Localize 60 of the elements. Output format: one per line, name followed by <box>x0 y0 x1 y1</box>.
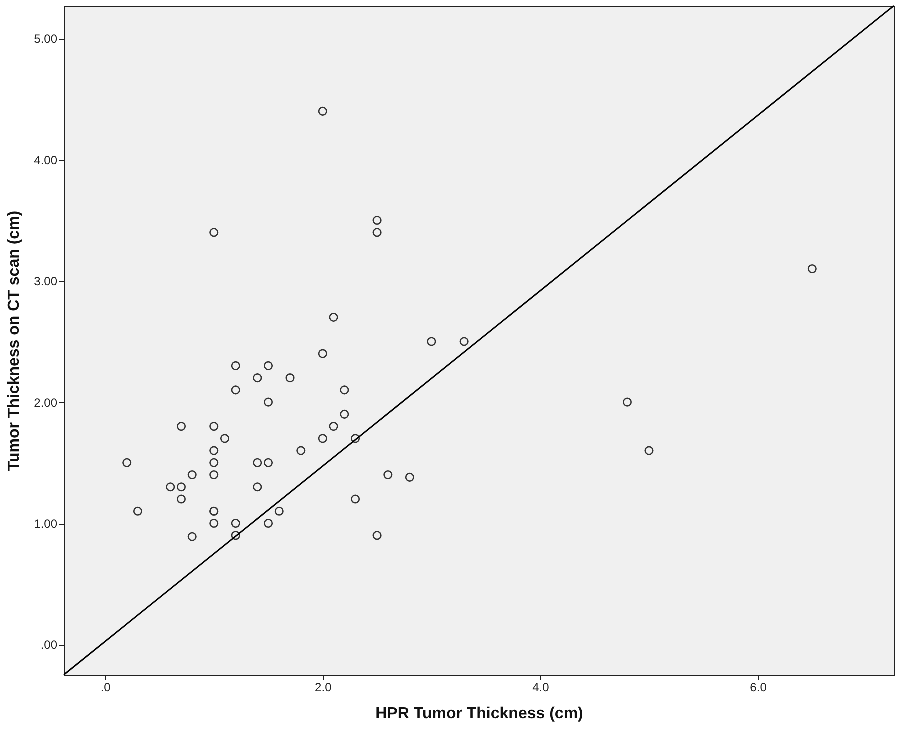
point <box>340 410 350 419</box>
point <box>296 446 306 456</box>
point <box>318 434 328 444</box>
point <box>176 494 186 504</box>
point <box>253 374 262 383</box>
point <box>318 106 328 116</box>
y-tick-label: 2.00 <box>34 396 58 410</box>
point <box>384 470 393 480</box>
x-axis-title: HPR Tumor Thickness (cm) <box>376 706 584 722</box>
point <box>253 458 262 468</box>
point <box>264 518 274 528</box>
x-tick-label: 6.0 <box>750 680 768 694</box>
y-tick-label: 1.00 <box>34 517 58 532</box>
y-tick-label: 3.00 <box>34 274 58 289</box>
point <box>210 446 219 456</box>
point <box>231 518 240 528</box>
point <box>122 458 132 468</box>
y-axis-title: Tumor Thickness on CT scan (cm) <box>6 210 24 472</box>
point <box>286 374 295 383</box>
point <box>460 337 469 346</box>
point <box>372 531 382 540</box>
point <box>231 531 240 540</box>
point <box>253 482 262 492</box>
point <box>622 398 632 407</box>
point <box>231 361 240 370</box>
point <box>340 386 350 395</box>
point <box>644 446 654 456</box>
point <box>166 482 176 492</box>
point <box>264 361 274 370</box>
point <box>231 386 240 395</box>
x-tick-label: 4.0 <box>532 680 550 694</box>
point <box>351 494 360 504</box>
y-tick-label: 5.00 <box>34 32 58 46</box>
point <box>329 312 338 322</box>
point <box>188 470 197 480</box>
point <box>210 422 219 432</box>
point <box>264 458 274 468</box>
point <box>351 434 360 444</box>
point <box>188 532 197 542</box>
point <box>329 422 338 432</box>
point <box>318 349 328 358</box>
y-tick-label: .00 <box>40 638 58 652</box>
point <box>210 470 219 480</box>
point <box>220 434 230 444</box>
point <box>274 506 284 516</box>
point <box>133 506 142 516</box>
point <box>427 337 436 346</box>
point <box>210 518 219 528</box>
point <box>210 228 219 238</box>
y-tick-label: 4.00 <box>34 153 58 168</box>
point <box>808 264 817 274</box>
point <box>264 398 274 407</box>
point <box>210 458 219 468</box>
x-tick-label: 2.0 <box>315 680 332 694</box>
point <box>372 228 382 238</box>
point <box>176 422 186 432</box>
point <box>372 216 382 226</box>
x-tick-label: .0 <box>100 680 112 694</box>
point <box>405 472 414 482</box>
point <box>176 482 186 492</box>
